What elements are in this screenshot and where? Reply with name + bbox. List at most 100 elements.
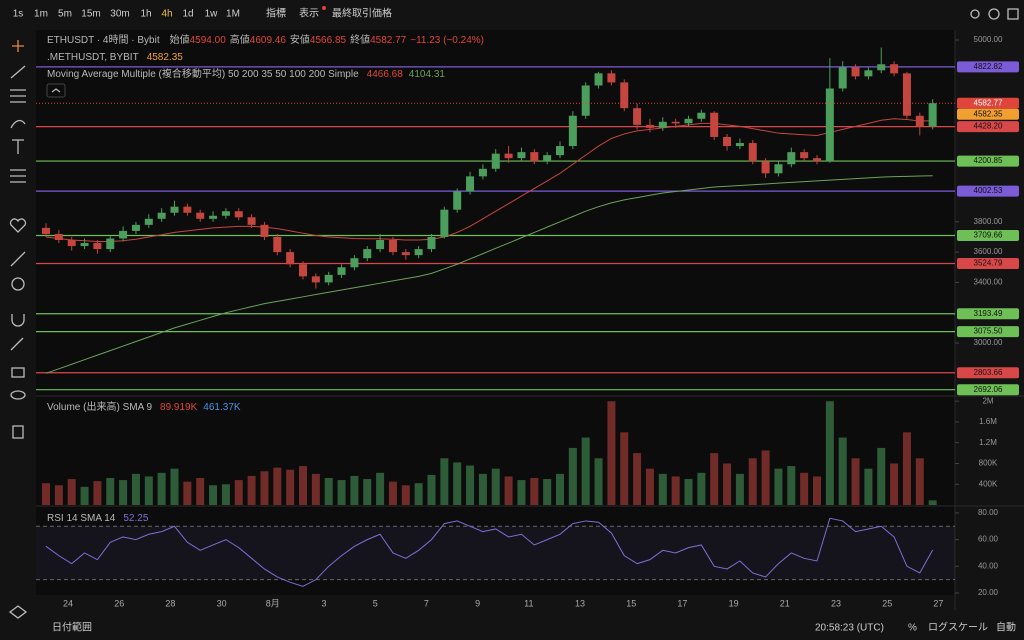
interval[interactable]: 5m <box>58 9 72 20</box>
level-label: 3075.50 <box>974 327 1003 336</box>
candle-body <box>543 155 552 162</box>
visibility-tool[interactable] <box>10 390 26 400</box>
volume-bar <box>363 479 372 505</box>
candle-body <box>813 158 821 162</box>
view-menu[interactable]: 表示 <box>299 7 319 20</box>
candle-body <box>491 153 500 169</box>
label: 終値 <box>350 33 370 46</box>
camera-icon[interactable] <box>970 9 980 19</box>
interval[interactable]: 1w <box>205 9 219 20</box>
y-tick-label: 3400.00 <box>974 278 1003 287</box>
zoom-tool[interactable] <box>11 277 25 291</box>
candle-body <box>761 161 770 174</box>
text-tool[interactable] <box>12 139 24 154</box>
candle-body <box>388 240 397 253</box>
volume-bar <box>221 484 230 505</box>
candle-body <box>748 143 757 162</box>
chart-area <box>36 30 955 595</box>
auto-toggle[interactable]: 自動 <box>996 621 1016 634</box>
volume-bar <box>877 447 886 505</box>
volume-bar <box>813 476 821 505</box>
interval-active[interactable]: 4h <box>161 9 172 20</box>
volume-bar <box>543 479 552 505</box>
level-label: 2692.06 <box>974 385 1003 394</box>
y-tick-label: 400K <box>979 479 998 488</box>
plot: 5000.00 3800.00 3600.00 3400.00 3000.00 4822.… <box>36 35 1019 608</box>
level-label: 4002.53 <box>974 186 1003 195</box>
x-tick-label: 23 <box>831 598 841 608</box>
percent-toggle[interactable]: % <box>908 623 917 634</box>
change: −11.23 (−0.24%) <box>410 35 484 46</box>
date-range[interactable]: 日付範囲 <box>52 621 92 634</box>
fib-tool[interactable] <box>10 89 26 103</box>
candle-body <box>221 211 230 216</box>
x-tick-label: 9 <box>475 598 480 608</box>
candle-body <box>131 224 140 231</box>
candle-body <box>890 64 899 74</box>
candle-body <box>401 252 410 256</box>
candle-body <box>915 115 924 127</box>
candle-body <box>260 224 269 237</box>
magnet-tool[interactable] <box>11 314 25 327</box>
candle-body <box>286 252 295 265</box>
interval[interactable]: 1m <box>34 9 48 20</box>
interval[interactable]: 1M <box>226 9 240 20</box>
pen-tool[interactable] <box>10 337 24 351</box>
moving-average <box>45 118 933 243</box>
interval[interactable]: 1s <box>13 9 24 20</box>
log-scale-toggle[interactable]: ログスケール <box>928 621 988 634</box>
candle-body <box>864 70 873 77</box>
favorites-tool[interactable] <box>9 218 27 233</box>
last-price-label: 4582.77 <box>974 98 1003 107</box>
volume-bar <box>440 458 449 505</box>
candle-body <box>350 258 359 268</box>
index-price-label: 4582.35 <box>974 109 1003 118</box>
interval[interactable]: 30m <box>110 9 129 20</box>
candle-body <box>633 108 642 125</box>
volume-bar <box>131 473 140 505</box>
x-tick-label: 24 <box>63 598 73 608</box>
volume-bar <box>928 500 937 505</box>
price-source-menu[interactable]: 最終取引価格 <box>332 7 392 20</box>
interval[interactable]: 1h <box>140 9 151 20</box>
crosshair-tool[interactable] <box>12 40 24 52</box>
level-tag <box>957 185 1019 197</box>
candle-body <box>928 103 937 127</box>
ruler-tool[interactable] <box>10 251 26 267</box>
collapse-button[interactable] <box>46 83 66 98</box>
x-tick-label: 30 <box>217 598 227 608</box>
fullscreen-icon[interactable] <box>1007 8 1019 20</box>
volume-bar <box>54 485 63 505</box>
volume-bar <box>594 458 603 505</box>
settings-icon[interactable] <box>988 8 1000 20</box>
candle-body <box>67 240 76 247</box>
pattern-tool[interactable] <box>10 169 26 183</box>
layers-tool[interactable] <box>8 605 28 619</box>
trendline-tool[interactable] <box>10 65 26 79</box>
candle-body <box>800 152 809 159</box>
level-label: 4822.82 <box>974 62 1003 71</box>
y-tick-label: 20.00 <box>978 588 999 597</box>
volume-bar <box>183 481 192 505</box>
candle-body <box>106 238 115 250</box>
volume-bar <box>735 473 744 505</box>
level-label: 3193.49 <box>974 309 1003 318</box>
candle-body <box>42 227 50 234</box>
indicators-menu[interactable]: 指標 <box>266 7 286 20</box>
candle-body <box>504 153 513 159</box>
candle-body <box>658 121 667 128</box>
volume-bar <box>401 485 410 505</box>
rsi-band <box>36 526 955 580</box>
candle-body <box>684 118 693 124</box>
candle-body <box>877 64 886 71</box>
lock-tool[interactable] <box>11 367 25 378</box>
label: 安値 <box>290 33 310 46</box>
x-tick-label: 3 <box>321 598 326 608</box>
title: Volume (出来高) SMA 9 <box>47 400 152 413</box>
delete-tool[interactable] <box>12 425 24 439</box>
interval[interactable]: 15m <box>81 9 100 20</box>
brush-tool[interactable] <box>10 119 26 129</box>
x-tick-label: 7 <box>424 598 429 608</box>
interval[interactable]: 1d <box>182 9 193 20</box>
